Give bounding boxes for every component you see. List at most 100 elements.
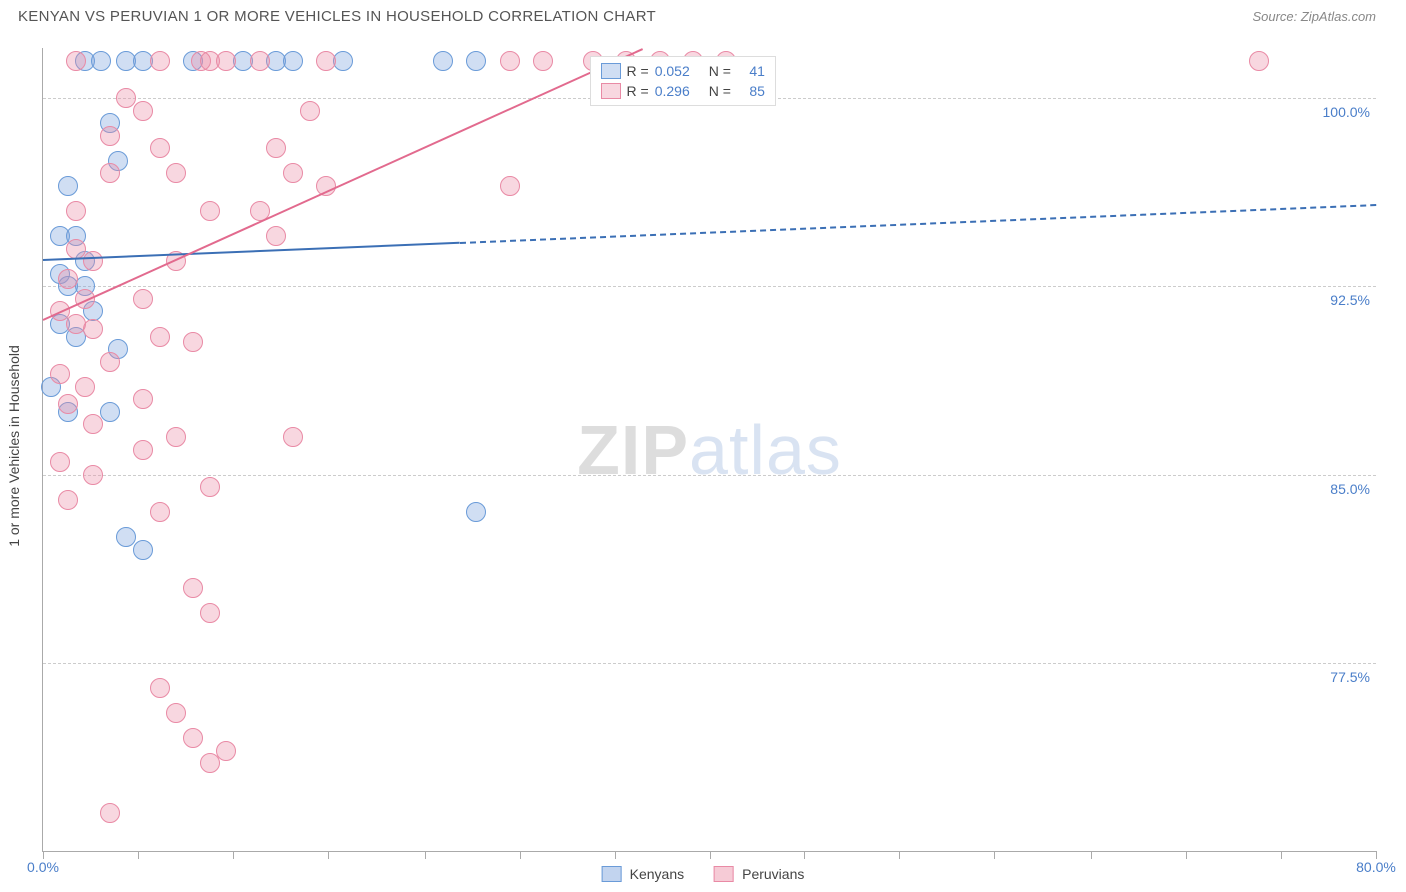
stats-legend-row: R =0.052N =41 [601,61,765,81]
chart-header: KENYAN VS PERUVIAN 1 OR MORE VEHICLES IN… [0,0,1406,31]
data-point [266,138,286,158]
data-point [533,51,553,71]
trend-line [43,242,460,261]
data-point [200,603,220,623]
gridline [43,663,1376,664]
legend-swatch [601,63,621,79]
stat-r-label: R = [627,63,649,79]
data-point [150,678,170,698]
x-tick [328,851,329,859]
x-tick [1186,851,1187,859]
legend-swatch [601,83,621,99]
data-point [183,578,203,598]
x-tick [43,851,44,859]
data-point [166,427,186,447]
data-point [58,269,78,289]
data-point [133,389,153,409]
data-point [50,364,70,384]
data-point [200,753,220,773]
x-tick-label: 80.0% [1356,859,1396,875]
y-tick-label: 85.0% [1330,481,1370,497]
data-point [283,163,303,183]
watermark-zip: ZIP [577,411,689,489]
stat-r-label: R = [627,83,649,99]
y-tick-label: 77.5% [1330,669,1370,685]
legend-label: Kenyans [630,866,684,882]
series-legend: Kenyans Peruvians [602,866,805,882]
data-point [183,332,203,352]
data-point [150,138,170,158]
data-point [66,51,86,71]
data-point [466,51,486,71]
data-point [100,402,120,422]
data-point [100,803,120,823]
data-point [83,319,103,339]
stat-n-label: N = [709,83,731,99]
legend-swatch [602,866,622,882]
data-point [100,126,120,146]
data-point [500,51,520,71]
data-point [75,377,95,397]
x-tick [710,851,711,859]
stat-n-value: 41 [737,63,765,79]
chart-source: Source: ZipAtlas.com [1252,9,1376,24]
data-point [200,477,220,497]
y-tick-label: 92.5% [1330,292,1370,308]
data-point [200,201,220,221]
legend-label: Peruvians [742,866,804,882]
data-point [133,440,153,460]
data-point [216,51,236,71]
stats-legend-row: R =0.296N =85 [601,81,765,101]
data-point [83,465,103,485]
data-point [466,502,486,522]
data-point [433,51,453,71]
x-tick [1281,851,1282,859]
data-point [150,327,170,347]
data-point [250,51,270,71]
data-point [58,490,78,510]
data-point [133,101,153,121]
x-tick [138,851,139,859]
data-point [283,51,303,71]
data-point [133,289,153,309]
data-point [266,226,286,246]
data-point [83,414,103,434]
data-point [166,703,186,723]
data-point [216,741,236,761]
x-tick [804,851,805,859]
watermark-atlas: atlas [689,411,842,489]
data-point [100,352,120,372]
legend-item: Kenyans [602,866,684,882]
x-tick-label: 0.0% [27,859,59,875]
data-point [183,728,203,748]
x-tick [1376,851,1377,859]
gridline [43,286,1376,287]
data-point [283,427,303,447]
data-point [58,176,78,196]
stats-legend: R =0.052N =41R =0.296N =85 [590,56,776,106]
gridline [43,475,1376,476]
data-point [300,101,320,121]
trend-line [460,204,1377,244]
x-tick [425,851,426,859]
scatter-plot: ZIPatlas 100.0%92.5%85.0%77.5%0.0%80.0%R… [42,48,1376,852]
stat-r-value: 0.052 [655,63,703,79]
x-tick [233,851,234,859]
y-tick-label: 100.0% [1323,104,1370,120]
trend-line [43,48,644,321]
data-point [83,251,103,271]
data-point [166,163,186,183]
x-tick [994,851,995,859]
x-tick [615,851,616,859]
stat-n-value: 85 [737,83,765,99]
chart-title: KENYAN VS PERUVIAN 1 OR MORE VEHICLES IN… [18,8,656,25]
data-point [58,394,78,414]
y-axis-title: 1 or more Vehicles in Household [6,345,22,547]
watermark: ZIPatlas [577,410,842,490]
data-point [66,201,86,221]
legend-swatch [714,866,734,882]
data-point [100,163,120,183]
legend-item: Peruvians [714,866,804,882]
data-point [500,176,520,196]
data-point [150,51,170,71]
